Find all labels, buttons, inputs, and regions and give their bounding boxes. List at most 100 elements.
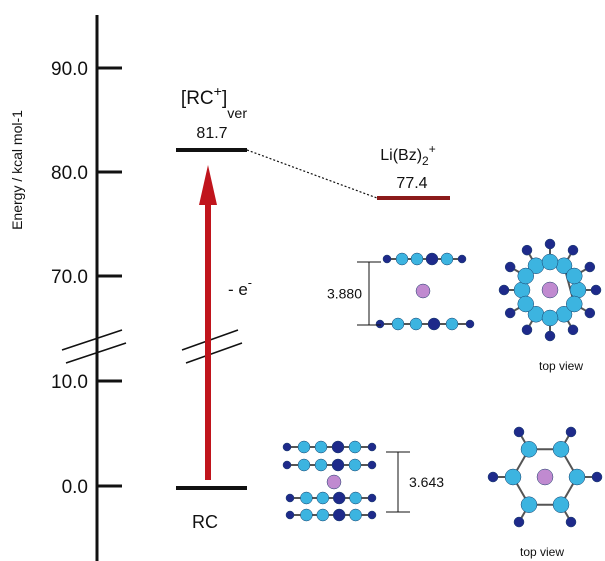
tick-label: 70.0 <box>51 267 88 288</box>
atom <box>514 517 524 527</box>
atom <box>441 253 453 265</box>
atom <box>545 239 555 249</box>
atom <box>349 441 361 453</box>
atom <box>553 441 569 457</box>
level-name-part: Li(Bz) <box>380 147 422 164</box>
level-name-part: 2 <box>422 154 429 168</box>
atom <box>553 497 569 513</box>
atom <box>410 318 422 330</box>
level-value: 81.7 <box>196 125 227 142</box>
atom <box>368 494 376 502</box>
atom <box>350 509 362 521</box>
atom <box>458 255 466 263</box>
atom <box>349 459 361 471</box>
atom <box>521 497 537 513</box>
atom <box>521 441 537 457</box>
level-name: RC <box>192 512 218 532</box>
atom <box>317 509 329 521</box>
atom <box>333 509 345 521</box>
level-name-part: + <box>429 142 436 156</box>
atom <box>396 253 408 265</box>
arrow-label-part: - <box>248 275 252 290</box>
atom <box>570 282 586 298</box>
atom <box>300 509 312 521</box>
atom <box>350 492 362 504</box>
tick-label: 90.0 <box>51 59 88 80</box>
atom <box>426 253 438 265</box>
atom <box>327 475 341 489</box>
atom <box>566 296 582 312</box>
atom <box>283 461 291 469</box>
tick-label: 10.0 <box>51 372 88 393</box>
atom <box>286 511 294 519</box>
atom <box>592 472 602 482</box>
atom <box>446 318 458 330</box>
caption: top view <box>520 545 564 559</box>
atom <box>505 308 515 318</box>
atom <box>368 511 376 519</box>
atom <box>542 282 558 298</box>
tick-label: 80.0 <box>51 163 88 184</box>
atom <box>317 492 329 504</box>
atom <box>368 461 376 469</box>
atom <box>315 459 327 471</box>
atom <box>298 441 310 453</box>
atom <box>332 441 344 453</box>
atom <box>585 262 595 272</box>
caption: top view <box>539 359 583 373</box>
atom <box>315 441 327 453</box>
atom <box>522 325 532 335</box>
atom <box>383 255 391 263</box>
atom <box>569 469 585 485</box>
atom <box>518 296 534 312</box>
atom <box>591 285 601 295</box>
distance-label: 3.880 <box>327 286 362 302</box>
atom <box>522 245 532 255</box>
atom <box>286 494 294 502</box>
level-name-part: + <box>214 84 222 100</box>
atom <box>514 427 524 437</box>
atom <box>416 284 430 298</box>
atom <box>499 285 509 295</box>
level-name: [RC+]ver <box>181 84 247 122</box>
tick-label: 0.0 <box>62 477 88 498</box>
atom <box>568 245 578 255</box>
axis-break <box>62 330 242 363</box>
atom <box>514 282 530 298</box>
atom <box>568 325 578 335</box>
atom <box>566 268 582 284</box>
atom <box>585 308 595 318</box>
level-name-part: ver <box>227 106 247 122</box>
atom <box>566 517 576 527</box>
energy-diagram: Energy / kcal mol-1 90.0 80.0 70.0 10.0 0.0 [… <box>0 0 605 561</box>
atom <box>283 443 291 451</box>
atom <box>333 492 345 504</box>
axis-label: Energy / kcal mol-1 <box>9 110 25 230</box>
atom <box>566 427 576 437</box>
atom <box>411 253 423 265</box>
atom <box>392 318 404 330</box>
atom <box>545 331 555 341</box>
atom <box>298 459 310 471</box>
atom <box>376 320 384 328</box>
arrow-head <box>199 165 217 205</box>
atom <box>428 318 440 330</box>
atom <box>537 469 553 485</box>
atom <box>332 459 344 471</box>
atom <box>518 268 534 284</box>
level-name-part: [RC <box>181 88 214 109</box>
atom <box>466 320 474 328</box>
correlation-line <box>247 150 377 198</box>
distance-label: 3.643 <box>409 474 444 490</box>
atom <box>488 472 498 482</box>
atom <box>542 254 558 270</box>
atom <box>368 443 376 451</box>
arrow-label: - e- <box>228 275 252 299</box>
atom <box>505 469 521 485</box>
atom <box>542 310 558 326</box>
level-name: Li(Bz)2+ <box>380 142 435 168</box>
atom <box>505 262 515 272</box>
level-value: 77.4 <box>396 175 427 192</box>
atom <box>300 492 312 504</box>
arrow-label-part: - e <box>228 280 248 299</box>
